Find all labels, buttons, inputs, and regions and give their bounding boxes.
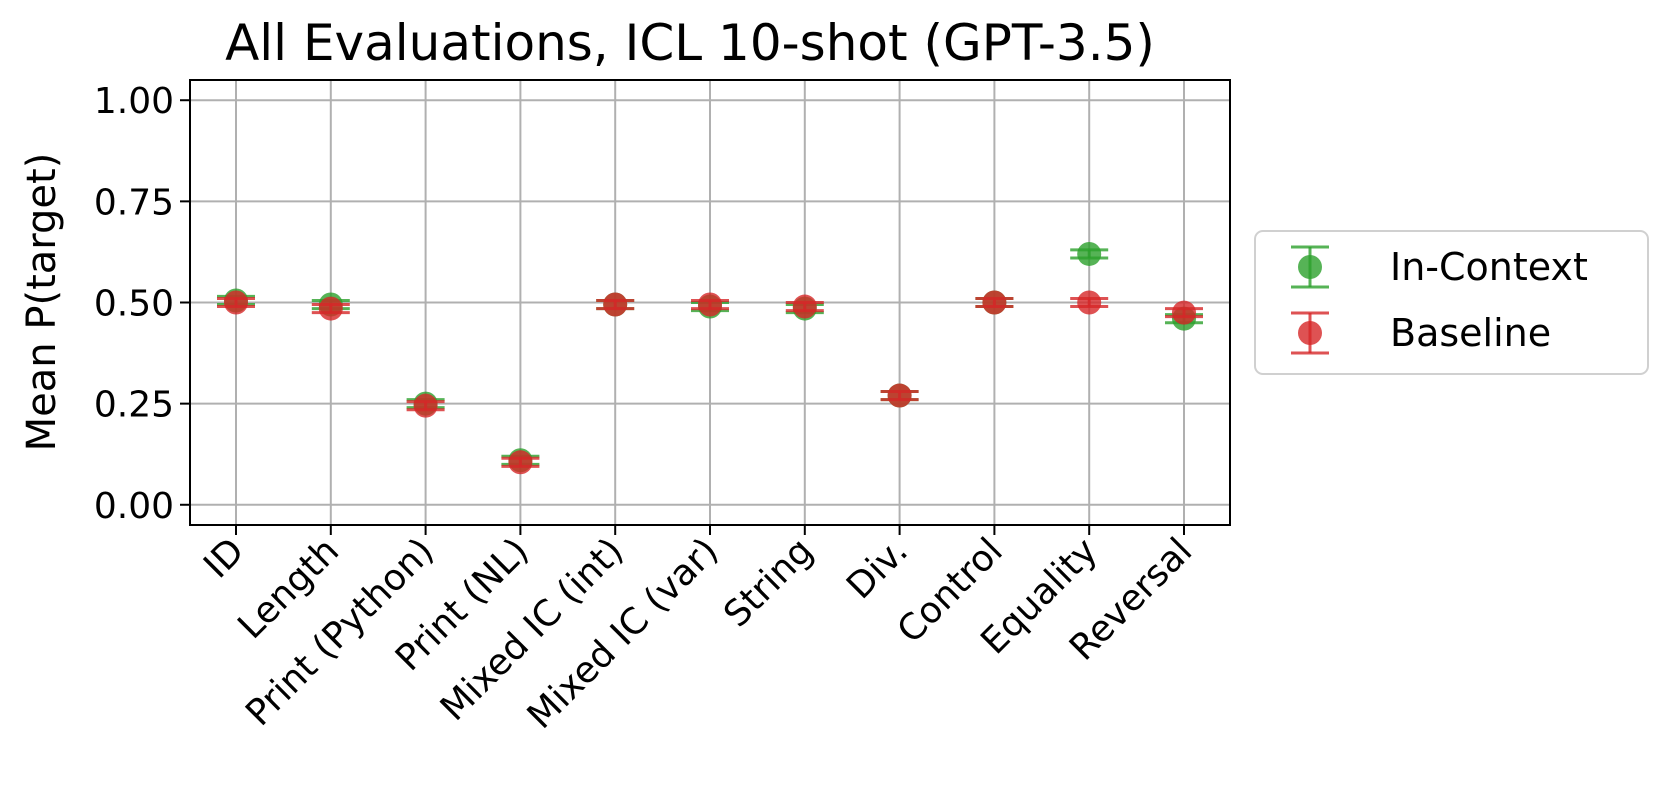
y-tick-label: 0.50 xyxy=(94,284,174,325)
baseline-point xyxy=(224,290,248,315)
baseline-point xyxy=(982,290,1007,315)
y-axis-label: Mean P(target) xyxy=(19,153,65,452)
in-context-point xyxy=(1077,241,1102,266)
x-tick-label: ID xyxy=(196,530,252,586)
y-tick-label: 1.00 xyxy=(94,81,174,122)
baseline-point xyxy=(1077,290,1102,315)
x-tick-label: Div. xyxy=(839,530,916,607)
baseline-point xyxy=(698,292,722,317)
baseline-point xyxy=(318,296,343,321)
baseline-point xyxy=(1172,300,1196,325)
x-tick-label: String xyxy=(716,530,821,635)
y-tick-label: 0.00 xyxy=(94,486,174,527)
legend-in-context-label: In-Context xyxy=(1390,245,1588,289)
baseline-point xyxy=(413,393,438,418)
y-axis-ticks: 0.00 0.25 0.50 0.75 1.00 xyxy=(94,81,190,527)
legend-in-context-marker xyxy=(1298,255,1322,279)
y-tick-label: 0.75 xyxy=(94,182,174,223)
y-tick-label: 0.25 xyxy=(94,385,174,426)
legend: In-Context Baseline xyxy=(1254,230,1649,375)
legend-box xyxy=(1254,230,1649,375)
baseline-point xyxy=(887,383,912,408)
chart-title: All Evaluations, ICL 10-shot (GPT-3.5) xyxy=(225,14,1155,72)
legend-baseline-marker xyxy=(1298,321,1322,345)
baseline-point xyxy=(508,450,533,475)
baseline-point xyxy=(792,294,817,319)
legend-baseline-label: Baseline xyxy=(1390,311,1551,355)
baseline-point xyxy=(603,292,628,317)
data-points xyxy=(217,241,1203,475)
